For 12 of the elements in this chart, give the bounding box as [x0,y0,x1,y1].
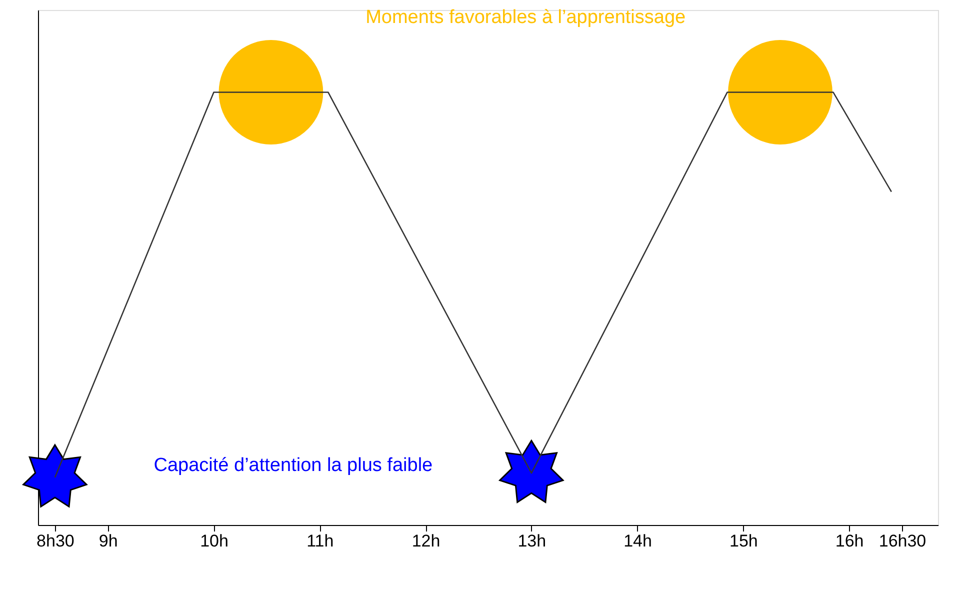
x-tick-label: 16h30 [878,532,926,550]
x-tick-label: 13h [518,532,546,550]
x-tick-label: 9h [98,532,118,550]
text: Moments favorables à l’apprentissage [366,7,686,28]
x-tick-label: 16h [835,532,864,550]
text: Capacité d’attention la plus faible [154,455,433,476]
x-tick-label: 8h30 [36,532,74,550]
x-tick-label: 14h [624,532,652,550]
x-tick-label: 12h [412,532,440,550]
x-tick-label: 15h [729,532,758,550]
x-tick-label: 10h [200,532,228,550]
x-tick-label: 11h [306,532,334,550]
